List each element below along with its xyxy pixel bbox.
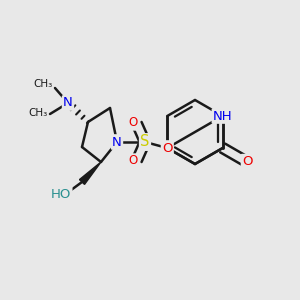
Text: CH₃: CH₃	[34, 79, 53, 89]
Text: N: N	[112, 136, 122, 148]
Text: O: O	[242, 155, 253, 168]
Text: O: O	[162, 142, 172, 154]
Text: O: O	[128, 116, 138, 130]
Text: O: O	[128, 154, 138, 167]
Text: HO: HO	[51, 188, 71, 200]
Text: S: S	[140, 134, 150, 149]
Polygon shape	[80, 162, 101, 184]
Text: CH₃: CH₃	[29, 108, 48, 118]
Text: N: N	[63, 97, 73, 110]
Text: NH: NH	[213, 110, 233, 122]
